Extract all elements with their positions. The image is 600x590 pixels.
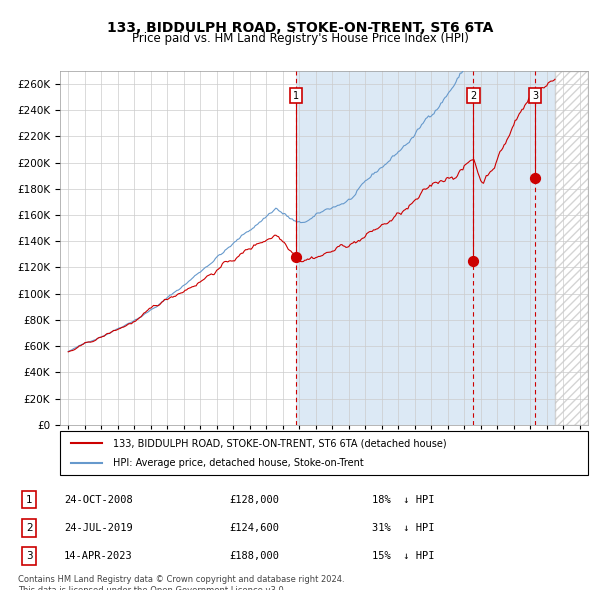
Text: 133, BIDDULPH ROAD, STOKE-ON-TRENT, ST6 6TA (detached house): 133, BIDDULPH ROAD, STOKE-ON-TRENT, ST6 …: [113, 438, 446, 448]
Text: 24-OCT-2008: 24-OCT-2008: [64, 494, 133, 504]
Text: 2: 2: [470, 91, 476, 100]
FancyBboxPatch shape: [60, 431, 588, 475]
Bar: [555, 71, 588, 425]
Bar: [555, 71, 588, 425]
Point: [530, 173, 540, 183]
Text: 31%  ↓ HPI: 31% ↓ HPI: [373, 523, 435, 533]
Text: 133, BIDDULPH ROAD, STOKE-ON-TRENT, ST6 6TA: 133, BIDDULPH ROAD, STOKE-ON-TRENT, ST6 …: [107, 21, 493, 35]
Text: 3: 3: [532, 91, 538, 100]
Text: 15%  ↓ HPI: 15% ↓ HPI: [373, 551, 435, 561]
Text: HPI: Average price, detached house, Stoke-on-Trent: HPI: Average price, detached house, Stok…: [113, 458, 364, 467]
Text: 1: 1: [293, 91, 299, 100]
Text: 18%  ↓ HPI: 18% ↓ HPI: [373, 494, 435, 504]
Text: 3: 3: [26, 551, 32, 561]
Text: £124,600: £124,600: [229, 523, 279, 533]
Text: £188,000: £188,000: [229, 551, 279, 561]
Point: [292, 253, 301, 262]
Text: Contains HM Land Registry data © Crown copyright and database right 2024.
This d: Contains HM Land Registry data © Crown c…: [18, 575, 344, 590]
Text: £128,000: £128,000: [229, 494, 279, 504]
Text: Price paid vs. HM Land Registry's House Price Index (HPI): Price paid vs. HM Land Registry's House …: [131, 32, 469, 45]
Bar: [296, 71, 555, 425]
Text: 2: 2: [26, 523, 32, 533]
Point: [469, 257, 478, 266]
Text: 24-JUL-2019: 24-JUL-2019: [64, 523, 133, 533]
Text: 1: 1: [26, 494, 32, 504]
Text: 14-APR-2023: 14-APR-2023: [64, 551, 133, 561]
